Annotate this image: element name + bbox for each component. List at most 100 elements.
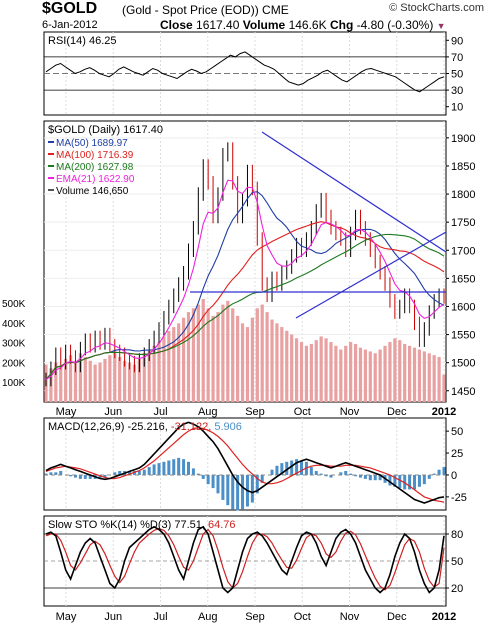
volume-bar-53 [304, 345, 309, 402]
price-title: $GOLD (Daily) 1617.40 [48, 124, 163, 136]
close-value: 1617.40 [196, 18, 240, 32]
macd-hist-bar-14 [113, 472, 117, 475]
price-x-tick-label-5: Oct [294, 406, 311, 418]
macd-hist-bar-34 [211, 474, 215, 489]
macd-hist-bar-47 [275, 465, 279, 475]
macd-hist-bar-35 [216, 474, 220, 494]
macd-hist-bar-46 [270, 469, 274, 475]
trendline-upper [261, 131, 447, 253]
volume-bar-23 [157, 342, 161, 402]
volume-bar-14 [113, 351, 117, 402]
macd-hist-bar-33 [206, 474, 210, 485]
chart-header: $GOLD (Gold - Spot Price (EOD)) CME 6-Ja… [0, 0, 492, 40]
macd-hist-bar-77 [422, 474, 426, 485]
sto-y-tick-label-2: 80 [451, 529, 463, 541]
volume-bar-11 [98, 362, 102, 402]
price-x-tick-label-3: Aug [198, 406, 218, 418]
macd-hist-bar-61 [344, 471, 348, 475]
volume-bar-9 [88, 360, 92, 402]
sto-y-tick-label-0: 20 [451, 583, 463, 595]
price-y-tick-label-3: 1600 [451, 301, 475, 313]
price-x-tick-label-2: Jul [153, 406, 167, 418]
macd-hist-bar-25 [167, 460, 171, 475]
macd-hist-bar-15 [118, 471, 122, 475]
volume-tick-label-3: 400K [2, 319, 26, 330]
macd-hist-bar-58 [329, 474, 333, 478]
macd-hist-bar-0 [44, 473, 48, 475]
macd-label-part-3: 5.906 [214, 421, 242, 433]
volume-bar-41 [245, 327, 250, 402]
macd-hist-bar-50 [290, 460, 294, 475]
macd-hist-bar-28 [182, 459, 186, 475]
legend-entry-4: Volume 146,650 [56, 186, 129, 197]
price-y-tick-label-8: 1850 [451, 161, 475, 173]
macd-y-tick-label-2: 25 [451, 448, 463, 460]
macd-hist-bar-36 [221, 474, 225, 500]
volume-bar-54 [309, 343, 313, 402]
macd-hist-bar-22 [152, 464, 156, 475]
volume-bar-47 [275, 323, 279, 402]
macd-hist-bar-57 [324, 474, 328, 477]
macd-hist-bar-42 [250, 474, 254, 503]
rsi-y-tick-label-4: 90 [451, 35, 463, 47]
macd-hist-bar-26 [172, 459, 176, 475]
volume-bar-36 [221, 304, 225, 402]
volume-bar-15 [118, 357, 122, 402]
legend-entry-3: EMA(21) 1622.90 [56, 174, 135, 185]
volume-bar-13 [108, 355, 112, 402]
price-y-tick-label-2: 1550 [451, 330, 475, 342]
volume-tick-label-1: 200K [2, 358, 26, 369]
trendline-lower [295, 231, 447, 319]
volume-bar-72 [398, 340, 402, 402]
macd-hist-bar-19 [137, 471, 141, 475]
macd-label-part-0: MACD(12,26,9) [48, 421, 127, 433]
volume-bar-10 [93, 364, 97, 402]
chg-label: Chg [329, 18, 354, 32]
rsi-y-tick-label-3: 70 [451, 52, 463, 64]
price-x-tick-label-1: Jun [104, 406, 122, 418]
volume-bar-28 [181, 317, 186, 402]
volume-bar-40 [240, 323, 245, 402]
macd-hist-bar-32 [201, 474, 205, 479]
symbol-title: $GOLD [42, 0, 98, 17]
price-y-tick-label-1: 1500 [451, 358, 475, 370]
volume-bar-76 [417, 349, 422, 402]
macd-label-part-1: -25.216, [127, 421, 170, 433]
volume-bar-68 [378, 349, 382, 402]
macd-hist-bar-39 [236, 474, 240, 511]
legend-entry-2: MA(200) 1627.98 [56, 162, 134, 173]
sto-d-line [45, 527, 445, 591]
rsi-y-tick-label-0: 10 [451, 102, 463, 114]
sto-x-tick-label-7: Dec [387, 611, 407, 623]
volume-bar-6 [73, 360, 78, 402]
macd-y-tick-label-1: 0 [451, 470, 457, 482]
volume-value: 146.6K [288, 18, 327, 32]
macd-hist-bar-68 [378, 474, 382, 481]
macd-hist-bar-74 [408, 474, 412, 490]
volume-bar-19 [137, 358, 141, 402]
sto-k-line [45, 525, 445, 594]
macd-hist-bar-6 [73, 474, 77, 478]
sto-label-part-0: Slow STO %K(14) %D(3) [48, 519, 174, 531]
macd-hist-bar-5 [69, 474, 73, 477]
sto-y-tick-label-1: 50 [451, 556, 463, 568]
macd-hist-bar-8 [83, 474, 87, 479]
macd-hist-bar-24 [162, 461, 166, 475]
macd-hist-bar-52 [300, 460, 304, 475]
volume-bar-69 [383, 345, 387, 402]
price-y-tick-label-6: 1750 [451, 217, 475, 229]
sto-label-part-1: 77.51, [174, 519, 208, 531]
macd-hist-bar-54 [309, 467, 313, 475]
volume-bar-34 [211, 315, 215, 402]
volume-bar-62 [349, 342, 353, 402]
price-y-tick-label-0: 1450 [451, 386, 475, 398]
sto-label-part-2: 64.76 [208, 519, 236, 531]
macd-hist-bar-65 [363, 474, 367, 479]
macd-hist-bar-12 [103, 474, 107, 478]
price-y-tick-label-4: 1650 [451, 273, 475, 285]
macd-hist-bar-9 [88, 474, 92, 479]
volume-bar-35 [216, 312, 220, 402]
macd-hist-bar-17 [128, 471, 132, 475]
macd-hist-bar-79 [432, 473, 436, 475]
volume-bar-45 [265, 312, 269, 402]
